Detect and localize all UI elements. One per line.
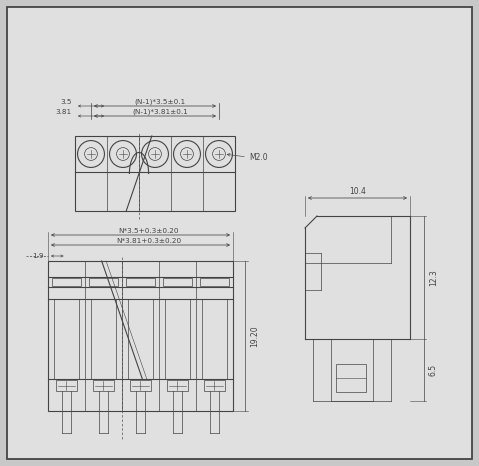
Bar	[205, 380, 225, 391]
Bar	[167, 380, 188, 391]
Bar	[126, 278, 155, 286]
Bar	[57, 380, 77, 391]
Bar	[90, 278, 117, 286]
Text: 3.81: 3.81	[56, 109, 72, 115]
Text: 3.5: 3.5	[60, 99, 72, 105]
Text: 6.5: 6.5	[429, 364, 438, 376]
Bar	[202, 299, 228, 379]
Bar	[93, 380, 114, 391]
Text: N*3.5+0.3±0.20: N*3.5+0.3±0.20	[118, 228, 179, 234]
Text: 10.4: 10.4	[349, 187, 366, 196]
Bar	[130, 380, 151, 391]
Text: M2.0: M2.0	[249, 152, 268, 162]
Bar	[163, 278, 192, 286]
Bar	[48, 261, 233, 411]
Text: (N-1)*3.5±0.1: (N-1)*3.5±0.1	[135, 98, 185, 105]
Bar	[127, 299, 153, 379]
Text: N*3.81+0.3±0.20: N*3.81+0.3±0.20	[116, 238, 181, 244]
Text: (N-1)*3.81±0.1: (N-1)*3.81±0.1	[132, 109, 188, 115]
Text: 19.20: 19.20	[250, 325, 259, 347]
Bar	[91, 299, 116, 379]
Bar	[165, 299, 191, 379]
Bar	[52, 278, 80, 286]
Text: 12.3: 12.3	[429, 269, 438, 286]
Bar	[75, 136, 235, 211]
Bar	[337, 364, 366, 392]
Bar	[200, 278, 228, 286]
Bar	[54, 299, 80, 379]
Text: 1.9: 1.9	[33, 253, 44, 259]
